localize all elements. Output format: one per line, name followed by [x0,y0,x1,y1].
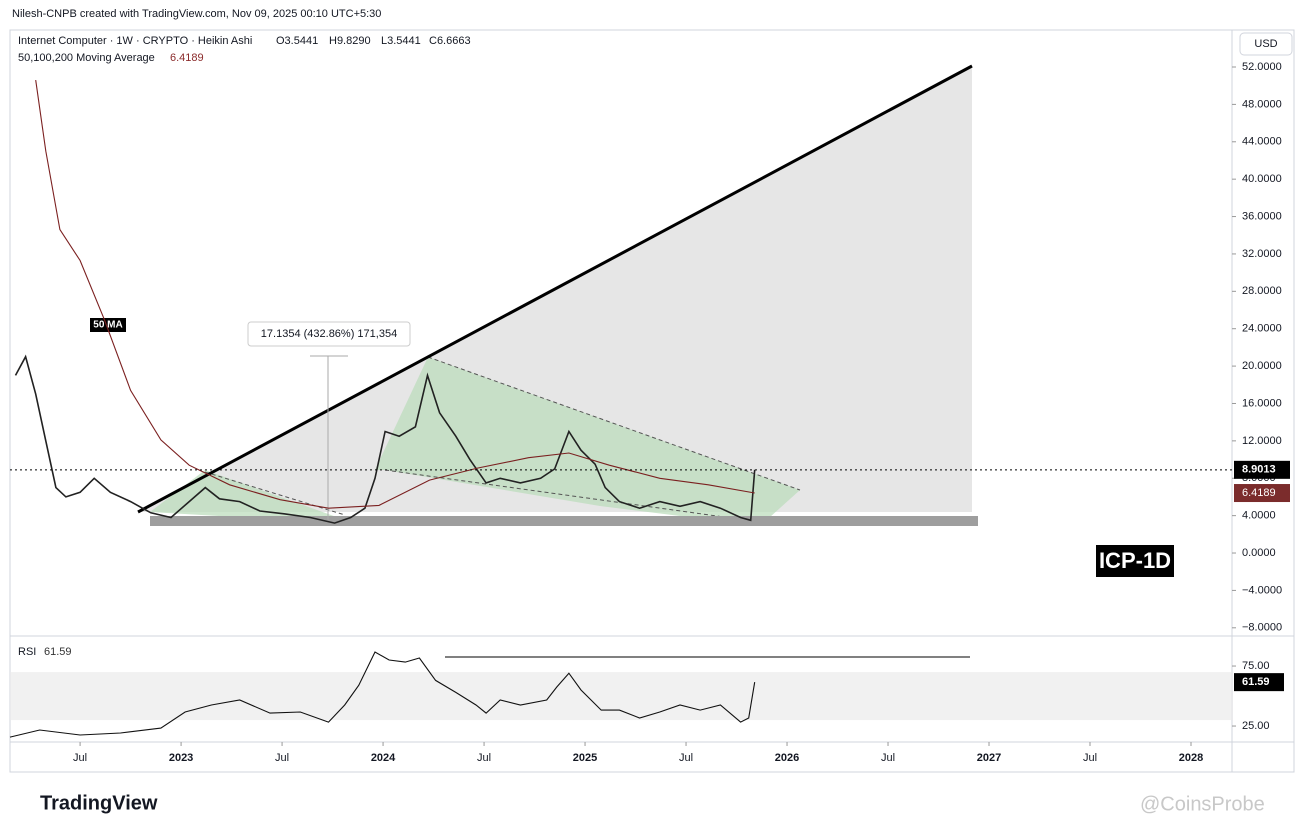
ohlc-high: H9.8290 [329,35,371,47]
ohlc-close: C6.6663 [429,35,471,47]
last-price-box [1234,460,1290,479]
rsi-band [10,672,1233,721]
y-tick-label: 25.00 [1242,720,1270,732]
ma-price-label: 6.4189 [1242,487,1276,499]
y-tick-label: 75.00 [1242,660,1270,672]
currency: USD [1254,38,1277,50]
wedge-small-upper [204,471,346,516]
wedge-fill-small [150,470,345,522]
support-zone [150,516,978,526]
y-tick-label: 20.0000 [1242,360,1282,372]
ma-tag-box [90,318,126,332]
ohlc-low: L3.5441 [381,35,421,47]
drawings [90,32,1293,658]
currency-box [1239,32,1293,56]
y-tick-label: 36.0000 [1242,210,1282,222]
watermark: @CoinsProbe [1140,793,1265,815]
x-tick-label: 2023 [169,752,193,764]
ma-price-box [1234,484,1290,503]
symbol-tag-box [1096,545,1174,577]
y-tick-label: 52.0000 [1242,61,1282,73]
y-tick-label: 16.0000 [1242,397,1282,409]
y-tick-label: 24.0000 [1242,323,1282,335]
wedge-fill [375,357,800,526]
y-tick-label: 4.0000 [1242,510,1276,522]
x-tick-label: Jul [477,752,491,764]
symbol-tag: ICP-1D [1099,548,1171,573]
x-tick-label: 2025 [573,752,597,764]
y-tick-label: 28.0000 [1242,285,1282,297]
x-tick-label: 2028 [1179,752,1203,764]
credit: Nilesh-CNPB created with TradingView.com… [12,8,381,20]
series-line [9,651,756,738]
x-tick-label: 2027 [977,752,1001,764]
series-line [14,354,756,524]
wedge-upper [427,356,801,491]
y-tick-label: −4.0000 [1242,584,1282,596]
ma-value: 6.4189 [170,52,204,64]
x-tick-label: Jul [881,752,895,764]
logo: TradingView [40,792,158,814]
frame [9,29,1295,773]
y-tick-label: 32.0000 [1242,248,1282,260]
x-tick-label: 2026 [775,752,799,764]
x-tick-label: 2024 [371,752,396,764]
y-tick-label: 12.0000 [1242,435,1282,447]
rsi-last-box [1234,673,1284,692]
ma-label: 50,100,200 Moving Average [18,52,155,64]
x-tick-label: Jul [275,752,289,764]
rsi-value: 61.59 [44,646,72,658]
ohlc-open: O3.5441 [276,35,318,47]
wedge-lower [384,469,761,523]
y-tick-label: 48.0000 [1242,98,1282,110]
symbol-line: Internet Computer · 1W · CRYPTO · Heikin… [18,35,252,47]
ma-tag: 50 MA [93,320,122,331]
measure-label: 17.1354 (432.86%) 171,354 [261,328,397,340]
x-tick-label: Jul [73,752,87,764]
x-tick-label: Jul [679,752,693,764]
trend-line [137,64,973,514]
y-tick-label: −8.0000 [1242,622,1282,634]
x-tick-label: Jul [1083,752,1097,764]
y-tick-label: 40.0000 [1242,173,1282,185]
y-tick-label: 0.0000 [1242,547,1276,559]
rsi-title: RSI [18,646,36,658]
y-tick-label: 44.0000 [1242,136,1282,148]
rsi-last-label: 61.59 [1242,676,1270,688]
last-price-label: 8.9013 [1242,464,1276,476]
series-line [35,80,755,509]
measure-box [247,321,411,347]
